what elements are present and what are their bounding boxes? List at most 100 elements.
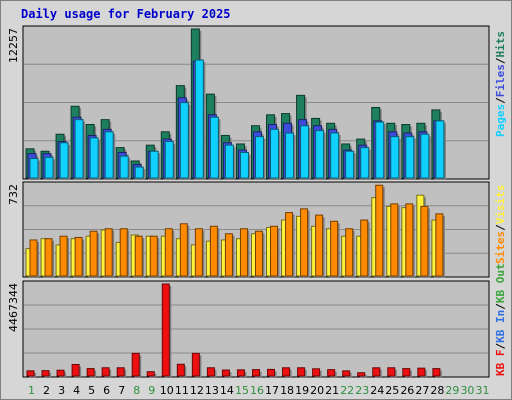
bar-pages [375, 121, 386, 180]
x-day-label: 13 [205, 384, 219, 397]
bar-files [283, 122, 294, 180]
bar-pages [345, 150, 356, 180]
x-day-label: 5 [88, 384, 95, 397]
bar-kbf [206, 367, 217, 378]
bar-pages [134, 166, 146, 180]
x-day-label: 8 [133, 384, 140, 397]
bar-visits [311, 225, 321, 278]
bar-files [177, 97, 189, 180]
x-day-label: 4 [73, 384, 80, 397]
bar-visits [145, 235, 156, 278]
bar-files [27, 153, 38, 180]
bar-pages [420, 133, 431, 180]
bar-sites [149, 235, 160, 278]
bar-kbf [236, 369, 247, 378]
bar-visits [326, 228, 336, 278]
bar-kbf [282, 367, 292, 378]
bar-files [388, 131, 399, 180]
bar-hits [25, 148, 36, 180]
bar-pages [360, 147, 371, 180]
bar-kbf [372, 367, 382, 378]
bar-hits [326, 122, 337, 180]
bar-visits [250, 233, 261, 278]
bar-pages [285, 132, 296, 180]
bar-sites [435, 213, 445, 278]
bar-kbf [357, 372, 367, 378]
bar-visits [386, 205, 396, 278]
bar-files [207, 114, 219, 180]
x-day-label: 18 [280, 384, 294, 397]
x-day-label: 22 [340, 384, 354, 397]
bar-pages [224, 144, 236, 180]
bar-pages [29, 158, 40, 180]
legend-sites-visits: Sites/Visits [494, 185, 507, 265]
bar-files [147, 150, 159, 180]
bar-visits [401, 207, 411, 278]
bar-files [403, 132, 414, 180]
y-max-label: 732 [7, 184, 20, 205]
bar-sites [315, 214, 325, 278]
bar-visits [235, 238, 246, 278]
bar-hits [235, 143, 247, 180]
bar-files [298, 119, 309, 180]
bar-sites [74, 236, 85, 278]
bar-files [192, 60, 204, 180]
bar-kbf [146, 371, 157, 378]
x-day-label: 11 [175, 384, 189, 397]
bar-hits [70, 105, 82, 180]
bar-sites [104, 228, 115, 278]
bar-visits [356, 235, 366, 278]
bar-sites [330, 220, 340, 278]
bar-sites [375, 184, 385, 278]
bar-visits [341, 235, 351, 278]
bar-files [132, 164, 144, 180]
x-day-label: 25 [385, 384, 399, 397]
bar-visits [190, 244, 201, 278]
bar-kbf [251, 369, 262, 378]
bar-visits [431, 219, 441, 278]
bar-sites [89, 230, 100, 278]
bar-sites [119, 228, 130, 278]
bar-sites [239, 228, 250, 278]
x-day-label: 27 [415, 384, 429, 397]
bar-sites [29, 239, 39, 278]
bar-hits [85, 124, 97, 180]
bar-hits [356, 138, 367, 180]
bar-files [252, 131, 264, 180]
bar-kbf [312, 368, 322, 378]
x-day-label: 7 [118, 384, 125, 397]
bar-pages [44, 156, 56, 180]
bar-hits [401, 124, 412, 180]
bar-sites [254, 230, 265, 278]
x-day-label: 1 [28, 384, 35, 397]
bar-sites [179, 223, 190, 278]
bar-sites [405, 203, 415, 278]
bar-kbf [327, 369, 337, 378]
bar-pages [164, 141, 176, 180]
bar-files [343, 149, 354, 180]
bar-pages [435, 120, 446, 180]
legend-pages-files-hits: Pages/Files/Hits [494, 31, 507, 137]
bar-hits [190, 28, 202, 180]
bar-pages [194, 59, 206, 180]
bar-visits [130, 234, 141, 278]
bar-sites [194, 228, 205, 278]
bar-sites [300, 208, 310, 278]
bar-hits [416, 122, 427, 180]
bar-hits [311, 117, 322, 180]
chart-title: Daily usage for February 2025 [21, 7, 231, 21]
bar-pages [300, 125, 311, 180]
bar-hits [371, 106, 382, 180]
bar-hits [130, 160, 142, 180]
bar-sites [360, 219, 370, 278]
x-day-label: 3 [58, 384, 65, 397]
bar-kbf [402, 368, 412, 378]
bar-visits [416, 194, 426, 278]
plot-area-visits-sites [22, 181, 490, 278]
bar-files [117, 151, 129, 180]
bar-visits [371, 197, 381, 278]
x-day-label: 21 [325, 384, 339, 397]
bar-kbf [267, 368, 277, 378]
bar-visits [40, 238, 51, 278]
